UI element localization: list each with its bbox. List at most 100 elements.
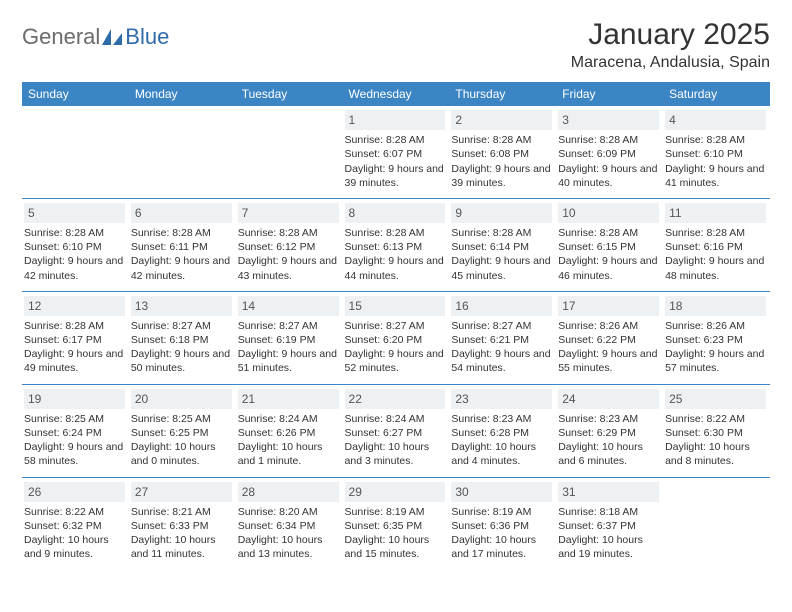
day-number: 21: [238, 389, 339, 409]
day-number: 6: [131, 203, 232, 223]
sunset-line: Sunset: 6:17 PM: [24, 333, 125, 347]
daylight-line: Daylight: 10 hours and 9 minutes.: [24, 533, 125, 561]
calendar-week-row: 1Sunrise: 8:28 AMSunset: 6:07 PMDaylight…: [22, 106, 770, 198]
day-number: 26: [24, 482, 125, 502]
calendar-day-cell: 25Sunrise: 8:22 AMSunset: 6:30 PMDayligh…: [663, 384, 770, 477]
calendar-table: Sunday Monday Tuesday Wednesday Thursday…: [22, 82, 770, 569]
daylight-line: Daylight: 10 hours and 11 minutes.: [131, 533, 232, 561]
weekday-header-row: Sunday Monday Tuesday Wednesday Thursday…: [22, 82, 770, 106]
weekday-header: Saturday: [663, 82, 770, 106]
daylight-line: Daylight: 9 hours and 49 minutes.: [24, 347, 125, 375]
sunrise-line: Sunrise: 8:25 AM: [24, 412, 125, 426]
page-title: January 2025: [571, 18, 770, 52]
sunset-line: Sunset: 6:24 PM: [24, 426, 125, 440]
weekday-header: Monday: [129, 82, 236, 106]
calendar-day-cell: 3Sunrise: 8:28 AMSunset: 6:09 PMDaylight…: [556, 106, 663, 198]
daylight-line: Daylight: 10 hours and 17 minutes.: [451, 533, 552, 561]
logo: General Blue: [22, 24, 169, 50]
calendar-day-cell: 12Sunrise: 8:28 AMSunset: 6:17 PMDayligh…: [22, 291, 129, 384]
sunrise-line: Sunrise: 8:28 AM: [131, 226, 232, 240]
calendar-day-cell: 15Sunrise: 8:27 AMSunset: 6:20 PMDayligh…: [343, 291, 450, 384]
daylight-line: Daylight: 10 hours and 6 minutes.: [558, 440, 659, 468]
day-number: 14: [238, 296, 339, 316]
day-number: 22: [345, 389, 446, 409]
logo-text-blue: Blue: [125, 24, 169, 50]
calendar-day-cell: 17Sunrise: 8:26 AMSunset: 6:22 PMDayligh…: [556, 291, 663, 384]
day-number: 27: [131, 482, 232, 502]
calendar-day-cell: [129, 106, 236, 198]
day-number: 13: [131, 296, 232, 316]
title-block: January 2025 Maracena, Andalusia, Spain: [571, 18, 770, 72]
day-number: 25: [665, 389, 766, 409]
day-number: 1: [345, 110, 446, 130]
calendar-day-cell: 9Sunrise: 8:28 AMSunset: 6:14 PMDaylight…: [449, 198, 556, 291]
sunset-line: Sunset: 6:22 PM: [558, 333, 659, 347]
day-number: 29: [345, 482, 446, 502]
calendar-day-cell: 6Sunrise: 8:28 AMSunset: 6:11 PMDaylight…: [129, 198, 236, 291]
calendar-day-cell: 14 Sunrise: 8:27 AMSunset: 6:19 PMDayligh…: [236, 291, 343, 384]
weekday-header: Tuesday: [236, 82, 343, 106]
sunrise-line: Sunrise: 8:22 AM: [24, 505, 125, 519]
calendar-day-cell: 29Sunrise: 8:19 AMSunset: 6:35 PMDayligh…: [343, 477, 450, 569]
calendar-day-cell: 13Sunrise: 8:27 AMSunset: 6:18 PMDayligh…: [129, 291, 236, 384]
day-number: 28: [238, 482, 339, 502]
calendar-day-cell: 28Sunrise: 8:20 AMSunset: 6:34 PMDayligh…: [236, 477, 343, 569]
sunrise-line: Sunrise: 8:26 AM: [665, 319, 766, 333]
sunset-line: Sunset: 6:20 PM: [345, 333, 446, 347]
sunrise-line: Sunrise: 8:28 AM: [345, 226, 446, 240]
calendar-week-row: 12Sunrise: 8:28 AMSunset: 6:17 PMDayligh…: [22, 291, 770, 384]
calendar-day-cell: [22, 106, 129, 198]
sunrise-line: Sunrise: 8:28 AM: [558, 226, 659, 240]
calendar-day-cell: 19Sunrise: 8:25 AMSunset: 6:24 PMDayligh…: [22, 384, 129, 477]
daylight-line: Daylight: 9 hours and 39 minutes.: [345, 162, 446, 190]
logo-text-general: General: [22, 24, 100, 50]
sunset-line: Sunset: 6:12 PM: [238, 240, 339, 254]
sunset-line: Sunset: 6:30 PM: [665, 426, 766, 440]
calendar-day-cell: 22Sunrise: 8:24 AMSunset: 6:27 PMDayligh…: [343, 384, 450, 477]
header: General Blue January 2025 Maracena, Anda…: [22, 18, 770, 72]
sunrise-line: Sunrise: 8:28 AM: [558, 133, 659, 147]
day-number: 24: [558, 389, 659, 409]
calendar-day-cell: 2Sunrise: 8:28 AMSunset: 6:08 PMDaylight…: [449, 106, 556, 198]
sunset-line: Sunset: 6:08 PM: [451, 147, 552, 161]
calendar-day-cell: 31Sunrise: 8:18 AMSunset: 6:37 PMDayligh…: [556, 477, 663, 569]
calendar-day-cell: 5Sunrise: 8:28 AMSunset: 6:10 PMDaylight…: [22, 198, 129, 291]
daylight-line: Daylight: 9 hours and 39 minutes.: [451, 162, 552, 190]
daylight-line: Daylight: 9 hours and 42 minutes.: [24, 254, 125, 282]
sunrise-line: Sunrise: 8:28 AM: [451, 226, 552, 240]
daylight-line: Daylight: 9 hours and 45 minutes.: [451, 254, 552, 282]
sunset-line: Sunset: 6:34 PM: [238, 519, 339, 533]
sunrise-line: Sunrise: 8:28 AM: [665, 133, 766, 147]
location-subtitle: Maracena, Andalusia, Spain: [571, 54, 770, 72]
sunset-line: Sunset: 6:18 PM: [131, 333, 232, 347]
daylight-line: Daylight: 9 hours and 41 minutes.: [665, 162, 766, 190]
sunset-line: Sunset: 6:36 PM: [451, 519, 552, 533]
daylight-line: Daylight: 9 hours and 51 minutes.: [238, 347, 339, 375]
day-number: 31: [558, 482, 659, 502]
calendar-week-row: 5Sunrise: 8:28 AMSunset: 6:10 PMDaylight…: [22, 198, 770, 291]
sunrise-line: Sunrise: 8:26 AM: [558, 319, 659, 333]
sunset-line: Sunset: 6:35 PM: [345, 519, 446, 533]
day-number: 10: [558, 203, 659, 223]
calendar-day-cell: 21Sunrise: 8:24 AMSunset: 6:26 PMDayligh…: [236, 384, 343, 477]
sunrise-line: Sunrise: 8:28 AM: [451, 133, 552, 147]
sunrise-line: Sunrise: 8:27 AM: [238, 319, 339, 333]
weekday-header: Sunday: [22, 82, 129, 106]
calendar-week-row: 26Sunrise: 8:22 AMSunset: 6:32 PMDayligh…: [22, 477, 770, 569]
sunrise-line: Sunrise: 8:28 AM: [345, 133, 446, 147]
sunrise-line: Sunrise: 8:25 AM: [131, 412, 232, 426]
daylight-line: Daylight: 9 hours and 57 minutes.: [665, 347, 766, 375]
sunrise-line: Sunrise: 8:24 AM: [238, 412, 339, 426]
sunset-line: Sunset: 6:19 PM: [238, 333, 339, 347]
daylight-line: Daylight: 10 hours and 15 minutes.: [345, 533, 446, 561]
day-number: 15: [345, 296, 446, 316]
sunset-line: Sunset: 6:23 PM: [665, 333, 766, 347]
day-number: 18: [665, 296, 766, 316]
calendar-day-cell: 20Sunrise: 8:25 AMSunset: 6:25 PMDayligh…: [129, 384, 236, 477]
day-number: 30: [451, 482, 552, 502]
calendar-day-cell: 11Sunrise: 8:28 AMSunset: 6:16 PMDayligh…: [663, 198, 770, 291]
sunset-line: Sunset: 6:33 PM: [131, 519, 232, 533]
sunset-line: Sunset: 6:26 PM: [238, 426, 339, 440]
sunset-line: Sunset: 6:21 PM: [451, 333, 552, 347]
sunset-line: Sunset: 6:10 PM: [665, 147, 766, 161]
